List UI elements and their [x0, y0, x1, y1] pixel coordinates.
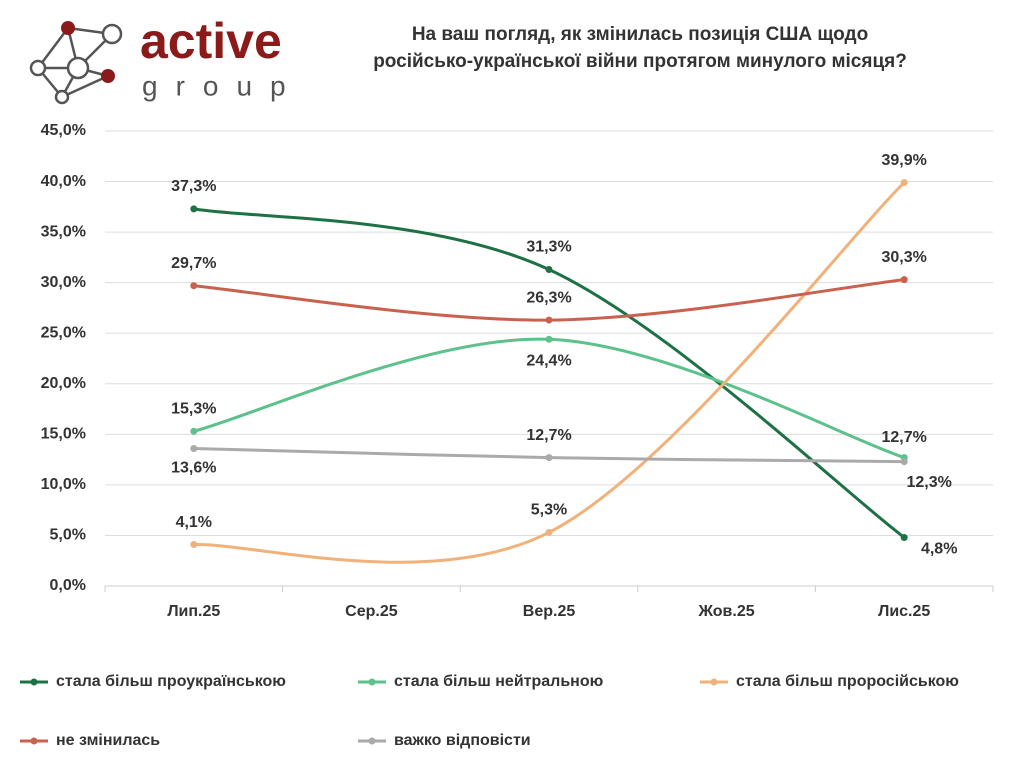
chart-title: На ваш погляд, як змінилась позиція США … — [412, 24, 868, 45]
x-tick-label: Лип.25 — [167, 603, 220, 620]
chart-title: російсько-української війни протягом мин… — [373, 51, 907, 72]
series-line — [193, 207, 906, 539]
y-tick-label: 5,0% — [50, 527, 86, 544]
data-label: 12,3% — [907, 474, 952, 491]
data-label: 12,7% — [526, 427, 571, 444]
legend-marker — [30, 737, 38, 745]
y-tick-label: 10,0% — [41, 476, 86, 493]
point — [545, 454, 553, 462]
data-label: 26,3% — [526, 289, 571, 306]
legend-label: стала більш нейтральною — [394, 673, 604, 690]
x-tick-label: Лис.25 — [878, 603, 930, 620]
point — [190, 541, 198, 549]
point — [900, 458, 908, 466]
legend-label: стала більш проукраїнською — [56, 673, 286, 690]
logo-subname: group — [142, 70, 304, 101]
data-label: 4,1% — [176, 514, 212, 531]
y-tick-label: 15,0% — [41, 426, 86, 443]
legend-marker — [368, 678, 376, 686]
data-label: 5,3% — [531, 502, 567, 519]
y-tick-label: 40,0% — [41, 173, 86, 190]
point — [900, 179, 908, 187]
data-label: 31,3% — [526, 239, 571, 256]
x-tick-label: Вер.25 — [523, 603, 576, 620]
data-label: 37,3% — [171, 178, 216, 195]
x-tick-label: Жов.25 — [698, 603, 755, 620]
data-label: 4,8% — [921, 541, 957, 558]
point — [545, 335, 553, 343]
legend-marker — [710, 678, 718, 686]
data-label: 15,3% — [171, 401, 216, 418]
data-label: 39,9% — [882, 152, 927, 169]
y-tick-label: 35,0% — [41, 223, 86, 240]
data-label: 30,3% — [882, 249, 927, 266]
point — [190, 205, 198, 213]
data-label: 13,6% — [171, 460, 216, 477]
point — [545, 316, 553, 324]
data-label: 12,7% — [882, 429, 927, 446]
point — [190, 282, 198, 290]
point — [190, 444, 198, 452]
x-tick-label: Сер.25 — [345, 603, 398, 620]
y-tick-label: 30,0% — [41, 274, 86, 291]
point — [190, 427, 198, 435]
y-tick-label: 25,0% — [41, 324, 86, 341]
legend-label: важко відповісти — [394, 732, 531, 749]
point — [900, 276, 908, 284]
legend-label: не змінилась — [56, 732, 160, 749]
logo-name: active — [140, 13, 282, 69]
point — [545, 266, 553, 274]
legend-marker — [368, 737, 376, 745]
legend-marker — [30, 678, 38, 686]
y-tick-label: 45,0% — [41, 122, 86, 139]
point — [545, 528, 553, 536]
series-line — [193, 181, 906, 564]
legend-label: стала більш проросійською — [736, 673, 959, 690]
logo-icon — [29, 21, 123, 105]
point — [900, 533, 908, 541]
data-label: 24,4% — [526, 353, 571, 370]
y-tick-label: 20,0% — [41, 375, 86, 392]
data-label: 29,7% — [171, 255, 216, 272]
y-tick-label: 0,0% — [50, 577, 86, 594]
